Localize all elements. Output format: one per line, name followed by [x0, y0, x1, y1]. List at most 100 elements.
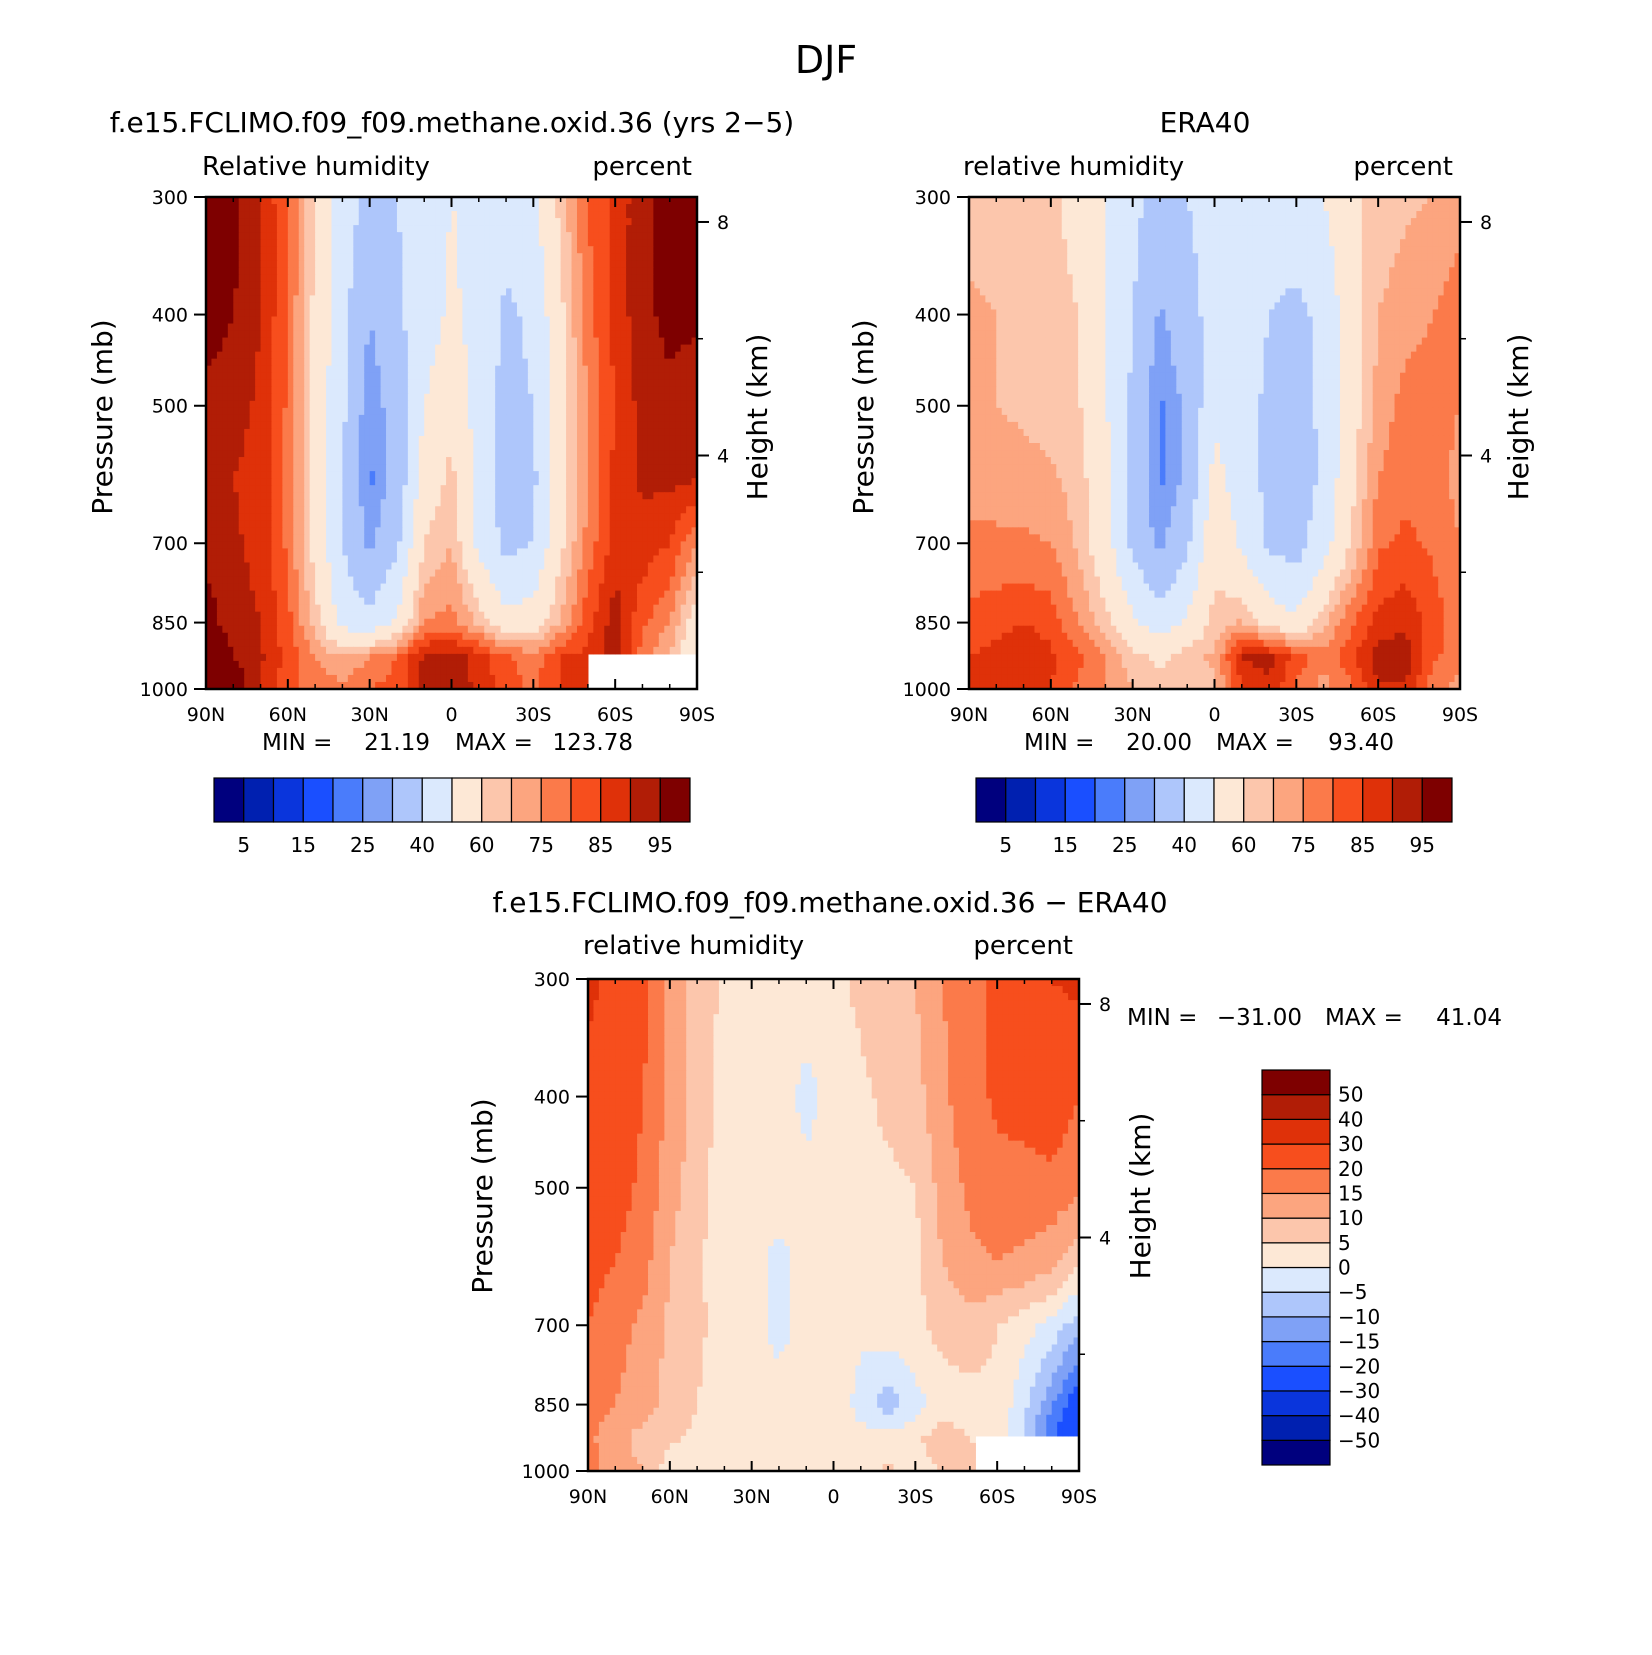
heatmap-cell — [304, 379, 311, 388]
heatmap-cell — [522, 513, 529, 521]
heatmap-cell — [555, 492, 562, 500]
heatmap-cell — [691, 239, 698, 247]
heatmap-cell — [691, 302, 698, 311]
heatmap-cell — [391, 351, 398, 360]
heatmap-cell — [266, 393, 273, 402]
heatmap-cell — [467, 414, 474, 423]
heatmap-cell — [473, 337, 480, 346]
heatmap-cell — [451, 288, 458, 296]
heatmap-cell — [413, 478, 420, 486]
heatmap-cell — [358, 351, 365, 360]
heatmap-cell — [402, 330, 409, 339]
heatmap-cell — [631, 309, 638, 318]
heatmap-cell — [516, 471, 524, 479]
heatmap-cell — [276, 386, 283, 395]
heatmap-cell — [631, 562, 638, 571]
heatmap-cell — [353, 527, 360, 535]
heatmap-cell — [244, 344, 251, 353]
heatmap-cell — [533, 295, 540, 304]
heatmap-cell — [549, 506, 556, 514]
heatmap-cell — [604, 457, 611, 465]
heatmap-cell — [358, 435, 365, 444]
heatmap-cell — [238, 204, 245, 212]
heatmap-cell — [364, 239, 371, 247]
heatmap-cell — [631, 351, 638, 360]
heatmap-cell — [642, 295, 649, 304]
heatmap-cell — [489, 211, 496, 219]
heatmap-cell — [642, 576, 649, 585]
heatmap-cell — [686, 407, 693, 416]
heatmap-cell — [686, 576, 693, 585]
heatmap-cell — [533, 513, 540, 521]
heatmap-cell — [495, 344, 502, 353]
heatmap-cell — [287, 316, 294, 325]
heatmap-cell — [386, 562, 393, 571]
heatmap-cell — [604, 288, 611, 296]
heatmap-cell — [402, 464, 409, 472]
heatmap-cell — [538, 555, 545, 564]
heatmap-cell — [260, 225, 267, 233]
heatmap-cell — [506, 435, 513, 444]
heatmap-cell — [691, 443, 698, 451]
heatmap-cell — [440, 239, 447, 247]
heatmap-cell — [516, 534, 524, 542]
heatmap-cell — [664, 239, 671, 247]
heatmap-cell — [407, 583, 414, 592]
heatmap-cell — [582, 365, 589, 374]
heatmap-cell — [391, 302, 398, 311]
heatmap-cell — [593, 555, 600, 564]
heatmap-cell — [386, 281, 393, 289]
heatmap-cell — [216, 506, 223, 514]
heatmap-cell — [206, 541, 213, 550]
heatmap-cell — [440, 302, 447, 311]
heatmap-cell — [413, 471, 420, 479]
heatmap-cell — [407, 344, 414, 353]
heatmap-cell — [467, 246, 474, 254]
heatmap-cell — [407, 541, 414, 550]
heatmap-cell — [249, 513, 256, 521]
heatmap-cell — [555, 295, 562, 304]
heatmap-cell — [675, 421, 682, 430]
heatmap-cell — [653, 197, 660, 205]
heatmap-cell — [380, 323, 387, 332]
heatmap-cell — [424, 358, 431, 367]
heatmap-cell — [358, 421, 365, 430]
heatmap-cell — [506, 471, 513, 479]
heatmap-cell — [386, 548, 393, 557]
heatmap-cell — [287, 211, 294, 219]
heatmap-cell — [326, 330, 333, 339]
heatmap-cell — [315, 211, 322, 219]
heatmap-cell — [462, 492, 469, 500]
heatmap-cell — [680, 506, 687, 514]
heatmap-cell — [576, 316, 584, 325]
heatmap-cell — [364, 246, 371, 254]
heatmap-cell — [276, 288, 283, 296]
heatmap-cell — [527, 323, 534, 332]
heatmap-cell — [424, 225, 431, 233]
heatmap-cell — [484, 393, 491, 402]
heatmap-cell — [587, 246, 594, 254]
heatmap-cell — [473, 274, 480, 282]
heatmap-cell — [576, 274, 584, 282]
heatmap-cell — [451, 428, 458, 437]
heatmap-cell — [320, 218, 327, 226]
heatmap-cell — [495, 407, 502, 416]
heatmap-cell — [478, 288, 485, 296]
heatmap-cell — [402, 583, 409, 592]
heatmap-cell — [440, 246, 447, 254]
heatmap-cell — [380, 218, 387, 226]
heatmap-cell — [473, 351, 480, 360]
heatmap-cell — [282, 548, 289, 557]
heatmap-cell — [418, 527, 425, 535]
heatmap-cell — [413, 450, 420, 458]
heatmap-cell — [560, 555, 567, 564]
heatmap-cell — [216, 225, 223, 233]
heatmap-cell — [424, 302, 431, 311]
heatmap-cell — [533, 204, 540, 212]
heatmap-cell — [642, 457, 649, 465]
heatmap-cell — [478, 555, 485, 564]
heatmap-cell — [609, 246, 616, 254]
heatmap-cell — [375, 492, 382, 500]
heatmap-cell — [336, 365, 343, 374]
heatmap-cell — [255, 541, 262, 550]
